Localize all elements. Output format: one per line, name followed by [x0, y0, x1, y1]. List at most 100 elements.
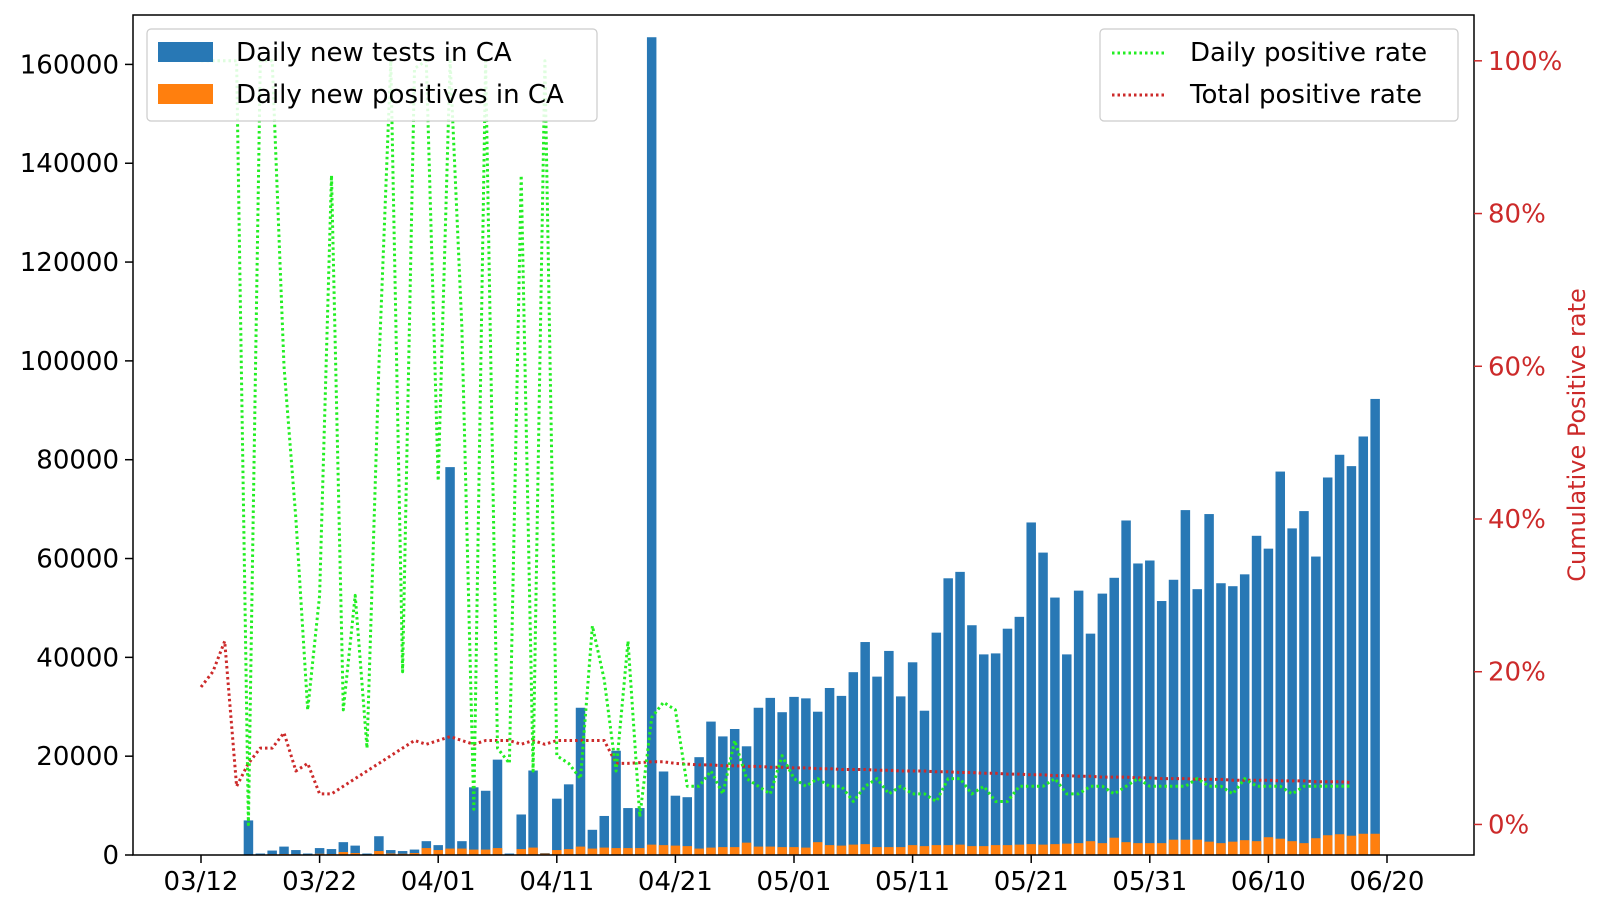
- bar-positives-03/24: [338, 852, 349, 855]
- bar-positives-04/26: [729, 847, 740, 855]
- bar-positives-06/01: [1156, 843, 1167, 855]
- bar-tests-06/07: [1228, 586, 1238, 855]
- axes: 0 20000 40000 60000 80000 100000 120000 140000 1…: [20, 14, 1562, 897]
- bar-tests-06/17: [1346, 466, 1357, 855]
- bar-positives-04/08: [516, 849, 526, 855]
- bar-tests-04/21: [670, 795, 681, 855]
- bar-tests-05/06: [848, 672, 859, 855]
- bar-tests-04/29: [765, 697, 776, 855]
- bar-positives-05/10: [895, 847, 906, 855]
- bar-positives-06/14: [1311, 838, 1321, 855]
- y-tick-label: 60000: [36, 545, 119, 575]
- y2-tick-label: 60%: [1488, 352, 1546, 382]
- bar-positives-05/02: [801, 847, 811, 855]
- legend-left-frame: [146, 28, 598, 122]
- bar-positives-05/11: [907, 845, 918, 855]
- bar-tests-05/02: [801, 698, 811, 855]
- bar-tests-04/11: [552, 798, 562, 855]
- bar-tests-04/12: [563, 784, 574, 855]
- x-tick-label: 05/11: [875, 867, 950, 897]
- plot-area: [199, 37, 1380, 856]
- bar-tests-04/20: [658, 771, 669, 855]
- line-daily-positive-rate: [201, 59, 1352, 826]
- legend-label-positives: Daily new positives in CA: [236, 80, 564, 110]
- bar-positives-05/15: [955, 844, 965, 855]
- bar-positives-04/25: [718, 847, 728, 855]
- bar-tests-05/01: [789, 696, 799, 855]
- bar-positives-05/09: [884, 847, 894, 855]
- bar-positives-04/29: [765, 846, 776, 855]
- y-tick-label: 0: [102, 841, 119, 871]
- bar-tests-04/22: [682, 797, 693, 855]
- x-tick-label: 03/12: [164, 867, 239, 897]
- bar-positives-04/01: [433, 850, 443, 855]
- bar-tests-04/19: [646, 37, 657, 856]
- y-tick-label: 20000: [36, 742, 119, 772]
- x-tick-label: 04/21: [638, 867, 713, 897]
- bar-positives-04/21: [670, 845, 681, 855]
- y-tick-label: 100000: [20, 347, 119, 377]
- bar-tests-05/11: [907, 662, 918, 855]
- bar-tests-04/04: [469, 787, 479, 855]
- bar-positives-05/04: [824, 845, 835, 855]
- bar-tests-04/13: [575, 707, 586, 855]
- bar-positives-05/26: [1085, 841, 1096, 855]
- x-tick-label: 04/01: [401, 867, 476, 897]
- x-tick-label: 04/11: [519, 867, 594, 897]
- bar-positives-06/06: [1216, 843, 1226, 855]
- bar-tests-05/07: [860, 642, 870, 855]
- bar-positives-05/17: [979, 846, 989, 855]
- bar-positives-05/05: [836, 845, 847, 855]
- bar-tests-06/01: [1156, 601, 1167, 855]
- bar-positives-06/03: [1180, 839, 1191, 855]
- bar-tests-05/13: [931, 632, 942, 855]
- bar-positives-04/28: [753, 846, 764, 855]
- bar-tests-05/05: [836, 695, 847, 855]
- bar-tests-06/04: [1192, 589, 1202, 855]
- bar-tests-05/03: [812, 711, 823, 855]
- legend-left: Daily new tests in CA Daily new positive…: [146, 28, 598, 122]
- bar-tests-04/16: [611, 750, 621, 855]
- bar-positives-06/13: [1299, 843, 1309, 855]
- y-tick-label: 80000: [36, 446, 119, 476]
- bar-positives-04/02: [445, 848, 455, 855]
- bar-tests-05/28: [1109, 577, 1119, 855]
- bar-tests-04/06: [492, 759, 503, 855]
- bar-tests-03/23: [326, 849, 337, 855]
- bar-tests-04/24: [706, 721, 716, 855]
- x-tick-label: 05/01: [757, 867, 832, 897]
- bar-tests-04/18: [635, 808, 645, 855]
- bar-tests-05/18: [990, 653, 1001, 855]
- legend-label-total-rate: Total positive rate: [1189, 80, 1422, 110]
- bar-tests-04/15: [599, 815, 609, 855]
- bar-tests-05/21: [1026, 522, 1036, 855]
- y-tick-label: 120000: [20, 248, 119, 278]
- bar-tests-04/14: [587, 829, 598, 855]
- bar-positives-04/20: [658, 845, 669, 855]
- bar-positives-05/12: [919, 846, 930, 855]
- bar-tests-03/29: [397, 851, 408, 855]
- bar-positives-04/15: [599, 847, 609, 855]
- legend-right: Daily positive rate Total positive rate: [1099, 28, 1459, 122]
- x-tick-label: 05/31: [1112, 867, 1187, 897]
- bar-tests-06/18: [1358, 436, 1369, 855]
- bar-positives-04/16: [611, 848, 621, 855]
- bar-positives-04/30: [777, 847, 787, 855]
- legend-swatch-positives: [158, 84, 213, 104]
- line-total-positive-rate: [199, 639, 1352, 796]
- bar-tests-06/02: [1168, 579, 1179, 855]
- bar-tests-04/25: [718, 736, 728, 855]
- bar-positives-06/10: [1263, 837, 1274, 855]
- bar-tests-04/27: [741, 746, 752, 855]
- bar-positives-06/08: [1239, 840, 1250, 855]
- y2-tick-label: 100%: [1488, 47, 1562, 77]
- bar-positives-06/02: [1168, 839, 1179, 855]
- bar-tests-06/15: [1322, 477, 1333, 855]
- bar-tests-04/28: [753, 707, 764, 855]
- bar-tests-05/16: [967, 625, 977, 855]
- bar-positives-05/14: [943, 845, 953, 855]
- bar-positives-06/16: [1334, 834, 1345, 855]
- bar-positives-06/18: [1358, 833, 1369, 855]
- bar-positives-04/24: [706, 847, 716, 855]
- bar-tests-03/28: [386, 850, 396, 855]
